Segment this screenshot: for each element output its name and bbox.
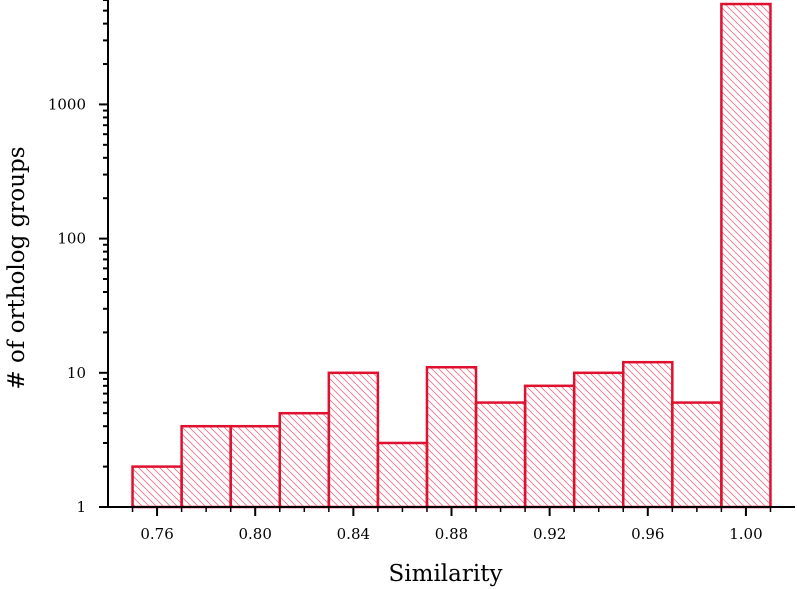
histogram-bar-11 (671, 401, 723, 509)
histogram-bar-3 (278, 411, 331, 509)
bars-group (131, 2, 772, 509)
x-tick-label: 0.88 (435, 525, 468, 543)
y-tick-label: 1000 (48, 95, 86, 113)
y-tick-label: 10 (67, 364, 86, 382)
histogram-bar-0 (131, 465, 183, 509)
y-tick-label: 1 (76, 498, 86, 516)
y-tick-label: 100 (57, 230, 86, 248)
histogram-bar-2 (229, 424, 282, 509)
histogram-bar-5 (376, 441, 429, 509)
histogram-bar-7 (474, 401, 527, 509)
x-tick-label: 0.76 (140, 525, 173, 543)
x-axis-title: Similarity (389, 561, 503, 587)
y-axis-title: # of ortholog groups (4, 146, 30, 389)
x-tick-label: 0.84 (337, 525, 370, 543)
histogram-bar-1 (180, 424, 232, 509)
x-tick-label: 1.00 (729, 525, 762, 543)
axes-group: 1 10 100 1000 0.76 0.80 0.84 0.88 0.92 0.96 1.00 (48, 0, 795, 543)
histogram-bar-8 (523, 384, 576, 509)
histogram-bar-12 (720, 2, 772, 509)
histogram-bar-6 (425, 366, 478, 509)
x-tick-label: 0.96 (631, 525, 664, 543)
histogram-bar-4 (327, 371, 380, 509)
x-tick-label: 0.92 (533, 525, 566, 543)
histogram-bar-10 (622, 360, 674, 509)
histogram-bar-9 (572, 371, 625, 509)
x-tick-label: 0.80 (239, 525, 272, 543)
